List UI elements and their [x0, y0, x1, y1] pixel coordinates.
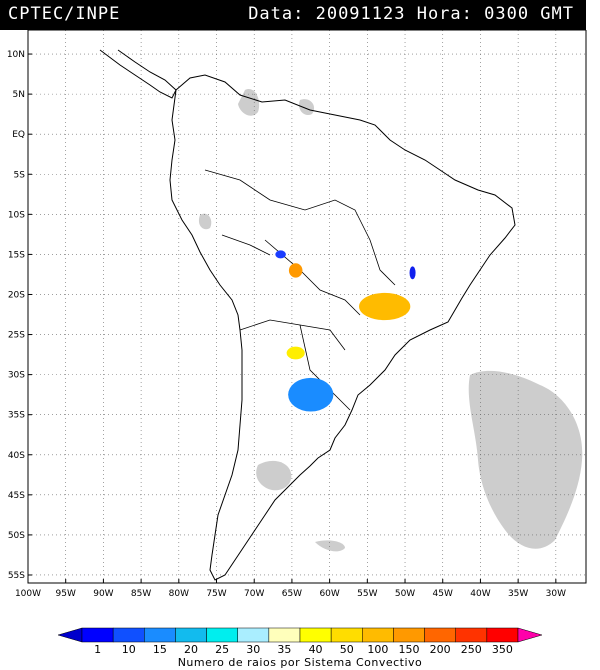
system-bolivia-orange [288, 263, 303, 278]
colorbar-arrow-right [517, 627, 543, 643]
lon-tick-label: 40W [470, 589, 490, 599]
colorbar-label: 15 [153, 643, 167, 656]
colorbar-label: 50 [340, 643, 354, 656]
lat-tick-label: 5S [14, 170, 26, 180]
colorbar-title: Numero de raios por Sistema Convectivo [178, 656, 423, 669]
map-frame [27, 30, 587, 584]
country-borders [204, 169, 396, 411]
coastlines-borders [99, 49, 516, 581]
lon-tick-label: 30W [546, 589, 566, 599]
colorbar-swatch [112, 627, 145, 643]
lat-tick-label: 15S [8, 250, 25, 260]
map-header: CPTEC/INPE Data: 20091123 Hora: 0300 GMT [0, 0, 586, 30]
lat-tick-label: 25S [8, 331, 25, 341]
lon-tick-label: 80W [169, 589, 189, 599]
lat-tick-label: 30S [8, 371, 25, 381]
colorbar-label: 20 [184, 643, 198, 656]
lightning-map: 10N5NEQ5S10S15S20S25S30S35S40S45S50S55S … [7, 30, 587, 599]
lon-tick-label: 60W [319, 589, 339, 599]
colorbar-label: 100 [367, 643, 388, 656]
lat-tick-label: 55S [8, 571, 25, 581]
central-america-coastline [99, 49, 177, 99]
latitude-ticks: 10N 5N EQ 5S 10S 15S 20S 25S 30S 35S 40S 45S 50S 55S [7, 50, 32, 581]
system-argentina-blue [288, 377, 334, 412]
colorbar-label: 350 [492, 643, 513, 656]
lon-tick-label: 45W [433, 589, 453, 599]
lat-tick-label: 35S [8, 411, 25, 421]
lat-tick-label: 40S [8, 451, 25, 461]
colorbar-swatch [81, 627, 114, 643]
south-america-coastline [169, 74, 516, 581]
colorbar-swatch [206, 627, 238, 643]
lon-tick-label: 65W [282, 589, 302, 599]
colorbar-label: 10 [122, 643, 136, 656]
colorbar-label: 25 [215, 643, 229, 656]
lon-tick-label: 35W [508, 589, 528, 599]
colorbar-swatch [486, 627, 519, 643]
convective-systems [275, 250, 416, 412]
colorbar-swatch [299, 627, 332, 643]
colorbar-label: 200 [430, 643, 451, 656]
colorbar-swatches [57, 627, 543, 643]
lat-tick-label: EQ [12, 130, 25, 140]
colorbar-label: 35 [277, 643, 291, 656]
colorbar-label: 40 [309, 643, 323, 656]
colorbar-swatch [175, 627, 207, 643]
lon-tick-label: 50W [395, 589, 415, 599]
lat-tick-label: 10N [7, 50, 25, 60]
colorbar-swatch [393, 627, 425, 643]
colorbar-arrow-left [57, 627, 83, 643]
lat-tick-label: 5N [13, 90, 25, 100]
colorbar-swatch [330, 627, 363, 643]
system-parana-large [359, 292, 411, 321]
lon-tick-label: 95W [56, 589, 76, 599]
system-brazil-blue [409, 266, 416, 280]
colorbar-label: 150 [399, 643, 420, 656]
colorbar-swatch [455, 627, 488, 643]
lat-tick-label: 10S [8, 210, 25, 220]
colorbar-legend: 1 10 15 20 25 30 35 40 50 100 150 200 250 350 Numero … [57, 627, 543, 669]
lat-tick-label: 20S [8, 290, 25, 300]
colorbar-swatch [144, 627, 176, 643]
colorbar-label: 1 [94, 643, 101, 656]
cloud-cover [198, 89, 583, 552]
lon-tick-label: 90W [93, 589, 113, 599]
lon-tick-label: 85W [131, 589, 151, 599]
colorbar-label: 250 [461, 643, 482, 656]
source-label: CPTEC/INPE [8, 4, 121, 24]
colorbar-swatch [268, 627, 301, 643]
lon-tick-label: 75W [206, 589, 226, 599]
lat-tick-label: 45S [8, 491, 25, 501]
datetime-label: Data: 20091123 Hora: 0300 GMT [248, 4, 574, 24]
lon-tick-label: 100W [15, 589, 41, 599]
lon-tick-label: 70W [244, 589, 264, 599]
lon-tick-label: 55W [357, 589, 377, 599]
colorbar-swatch [362, 627, 394, 643]
longitude-ticks: 100W 95W 90W 85W 80W 75W 70W 65W 60W 55W 50W 45W 40W… [15, 579, 566, 599]
system-argentina-yellow [286, 346, 305, 360]
colorbar-label: 30 [246, 643, 260, 656]
lat-tick-label: 50S [8, 531, 25, 541]
colorbar-labels: 1 10 15 20 25 30 35 40 50 100 150 200 250 350 [94, 643, 513, 656]
colorbar-swatch [237, 627, 270, 643]
colorbar-swatch [424, 627, 456, 643]
system-bolivia-blue [275, 250, 286, 259]
